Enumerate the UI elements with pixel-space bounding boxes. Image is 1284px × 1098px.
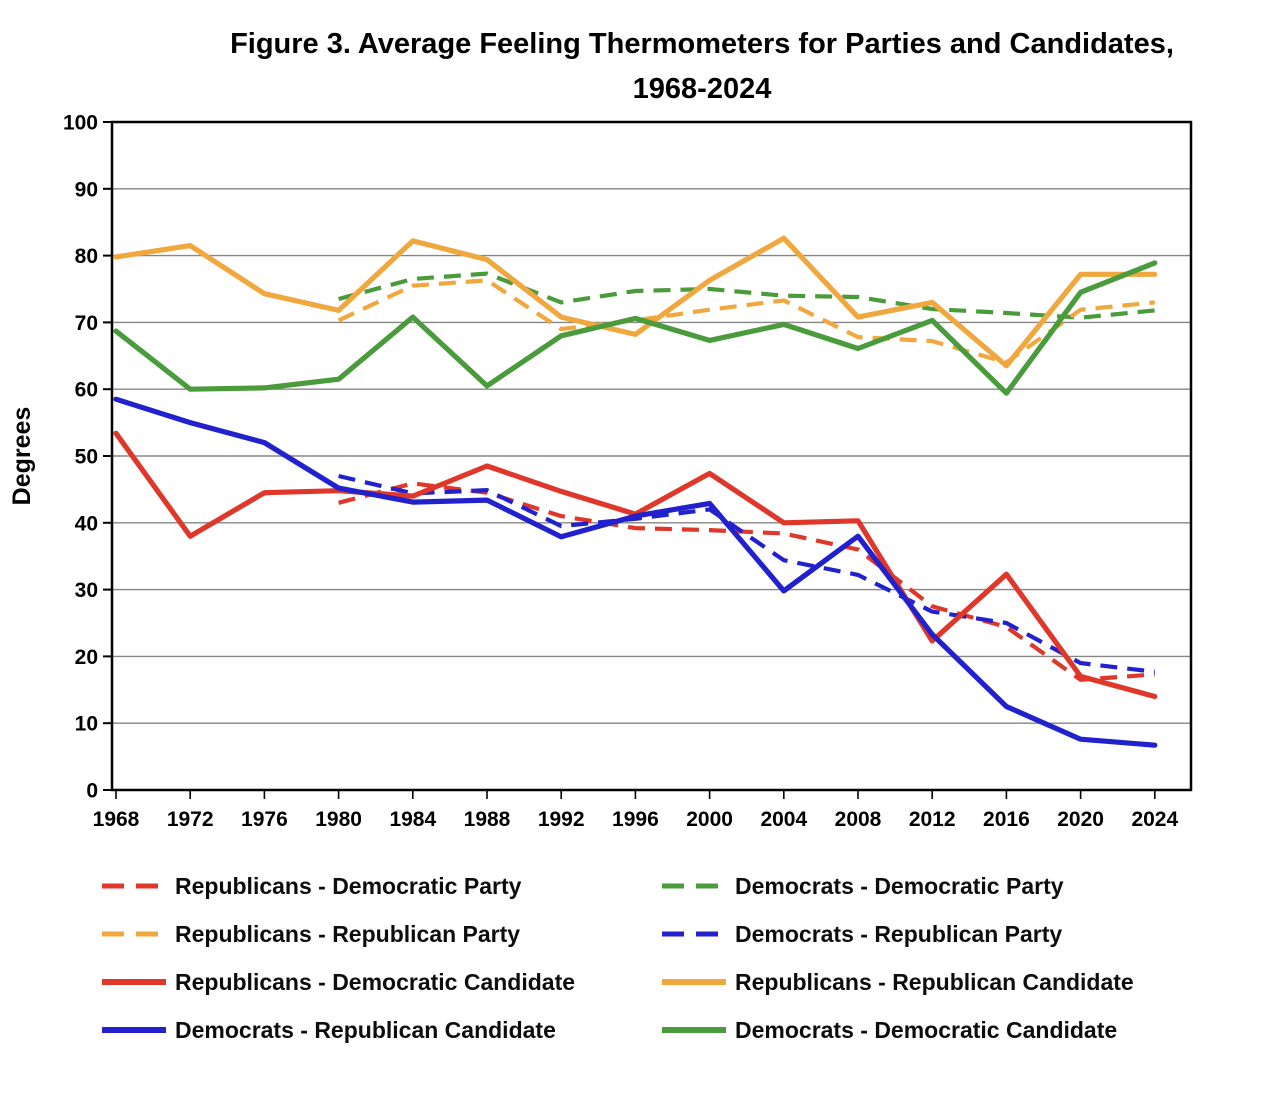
x-axis-label-2024: 2024 <box>1131 808 1178 831</box>
y-axis-label-20: 20 <box>75 646 98 669</box>
series-line-democrats-republican-candidate-solid <box>113 396 1158 748</box>
x-axis-label-1980: 1980 <box>315 808 362 831</box>
y-axis-title: Degrees <box>8 407 36 506</box>
series-line-democrats-republican-party-dashed <box>338 473 1156 674</box>
legend-swatch-dashed-line-icon <box>102 883 166 889</box>
legend-swatch-solid-line-icon <box>662 979 726 985</box>
x-axis-label-1984: 1984 <box>389 808 436 831</box>
x-axis-label-2016: 2016 <box>983 808 1030 831</box>
legend-item-republicans-democratic-candidate: Republicans - Democratic Candidate <box>100 969 660 996</box>
chart-title: Figure 3. Average Feeling Thermometers f… <box>130 22 1274 112</box>
x-axis-label-1988: 1988 <box>464 808 511 831</box>
y-axis-label-90: 90 <box>75 178 98 201</box>
chart-title-line1: Figure 3. Average Feeling Thermometers f… <box>230 28 1174 60</box>
legend-label: Republicans - Republican Party <box>175 920 521 947</box>
y-axis-label-30: 30 <box>75 579 98 602</box>
legend-swatch-solid-line-icon <box>102 1027 166 1033</box>
series-line-republicans-republican-candidate-solid <box>113 235 1158 369</box>
legend-swatch-dashed-line-icon <box>662 883 726 889</box>
y-axis-label-60: 60 <box>75 379 98 402</box>
legend-label: Democrats - Democratic Party <box>735 872 1064 899</box>
y-axis-label-10: 10 <box>75 713 98 736</box>
legend-label: Republicans - Democratic Candidate <box>175 968 576 995</box>
series-line-republicans-republican-party-dashed <box>337 278 1156 365</box>
legend-item-democrats-democratic-candidate: Democrats - Democratic Candidate <box>660 1017 1220 1044</box>
x-axis-label-1968: 1968 <box>93 808 140 831</box>
chart-title-line2: 1968-2024 <box>632 72 772 105</box>
x-axis-label-1996: 1996 <box>612 808 659 831</box>
legend-label: Democrats - Republican Candidate <box>175 1016 556 1043</box>
chart-canvas: 0 10 20 30 40 50 60 70 80 90 100 1968 1972 1976 1980 19… <box>8 112 1193 831</box>
chart-legend: Republicans - Democratic Party Democrats … <box>100 862 1240 1054</box>
x-axis-label-1992: 1992 <box>538 808 585 831</box>
legend-swatch-solid-line-icon <box>102 979 166 985</box>
legend-item-democrats-republican-party: Democrats - Republican Party <box>660 921 1220 948</box>
legend-label: Republicans - Republican Candidate <box>735 968 1134 995</box>
series-line-democrats-democratic-party-dashed <box>338 271 1156 320</box>
legend-item-republicans-republican-party: Republicans - Republican Party <box>100 921 660 948</box>
x-axis-label-2012: 2012 <box>909 808 956 831</box>
x-axis-label-1976: 1976 <box>241 808 288 831</box>
series-line-republicans-democratic-party-dashed <box>338 481 1155 682</box>
x-axis-label-2008: 2008 <box>835 808 882 831</box>
legend-item-democrats-democratic-party: Democrats - Democratic Party <box>660 873 1220 900</box>
y-axis-label-100: 100 <box>63 112 98 135</box>
legend-swatch-solid-line-icon <box>662 1027 726 1033</box>
legend-label: Democrats - Republican Party <box>735 920 1063 947</box>
x-axis-label-2020: 2020 <box>1057 808 1104 831</box>
legend-label: Democrats - Democratic Candidate <box>735 1016 1118 1043</box>
legend-item-republicans-democratic-party: Republicans - Democratic Party <box>100 873 660 900</box>
x-axis-label-2004: 2004 <box>760 808 807 831</box>
legend-item-republicans-republican-candidate: Republicans - Republican Candidate <box>660 969 1220 996</box>
y-axis-label-80: 80 <box>75 245 98 268</box>
y-axis-label-50: 50 <box>75 446 98 469</box>
y-axis-label-40: 40 <box>75 512 98 535</box>
series-line-democrats-democratic-candidate-solid <box>113 260 1158 396</box>
x-axis-label-1972: 1972 <box>167 808 214 831</box>
y-axis-label-0: 0 <box>86 780 98 803</box>
y-axis-label-70: 70 <box>75 312 98 335</box>
x-axis-label-2000: 2000 <box>686 808 733 831</box>
legend-swatch-dashed-line-icon <box>662 931 726 937</box>
legend-label: Republicans - Democratic Party <box>175 872 522 899</box>
legend-item-democrats-republican-candidate: Democrats - Republican Candidate <box>100 1017 660 1044</box>
legend-swatch-dashed-line-icon <box>102 931 166 937</box>
